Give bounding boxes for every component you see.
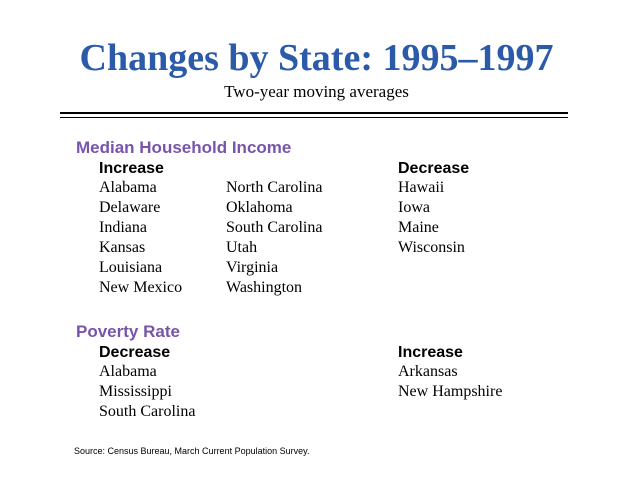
state-item: Alabama <box>99 363 157 380</box>
state-item: Oklahoma <box>226 199 293 216</box>
income-decrease-header: Decrease <box>398 160 470 177</box>
state-item: Hawaii <box>398 179 445 196</box>
state-item: North Carolina <box>226 179 323 196</box>
state-item: Iowa <box>398 199 430 216</box>
state-item: South Carolina <box>99 403 196 420</box>
state-item: Virginia <box>226 259 279 276</box>
state-item: Alabama <box>99 179 157 196</box>
state-item: Arkansas <box>398 363 458 380</box>
page-title: Changes by State: 1995–1997 <box>79 37 554 79</box>
state-item: New Mexico <box>99 279 183 296</box>
source-note: Source: Census Bureau, March Current Pop… <box>74 446 310 456</box>
state-item: Utah <box>226 239 258 256</box>
subtitle: Two-year moving averages <box>224 82 409 101</box>
poverty-heading: Poverty Rate <box>76 322 180 341</box>
poverty-decrease-header: Decrease <box>99 344 171 361</box>
state-item: Delaware <box>99 199 161 216</box>
state-item: Maine <box>398 219 439 236</box>
state-item: Kansas <box>99 239 146 256</box>
income-heading: Median Household Income <box>76 138 292 157</box>
state-item: New Hampshire <box>398 383 503 400</box>
state-item: Indiana <box>99 219 147 236</box>
state-item: Louisiana <box>99 259 163 276</box>
poverty-increase-header: Increase <box>398 344 463 361</box>
income-increase-header: Increase <box>99 160 164 177</box>
state-item: Wisconsin <box>398 239 465 256</box>
state-item: South Carolina <box>226 219 323 236</box>
divider-thin <box>60 117 568 118</box>
divider-thick <box>60 112 568 114</box>
state-item: Mississippi <box>99 383 172 400</box>
state-item: Washington <box>226 279 303 296</box>
